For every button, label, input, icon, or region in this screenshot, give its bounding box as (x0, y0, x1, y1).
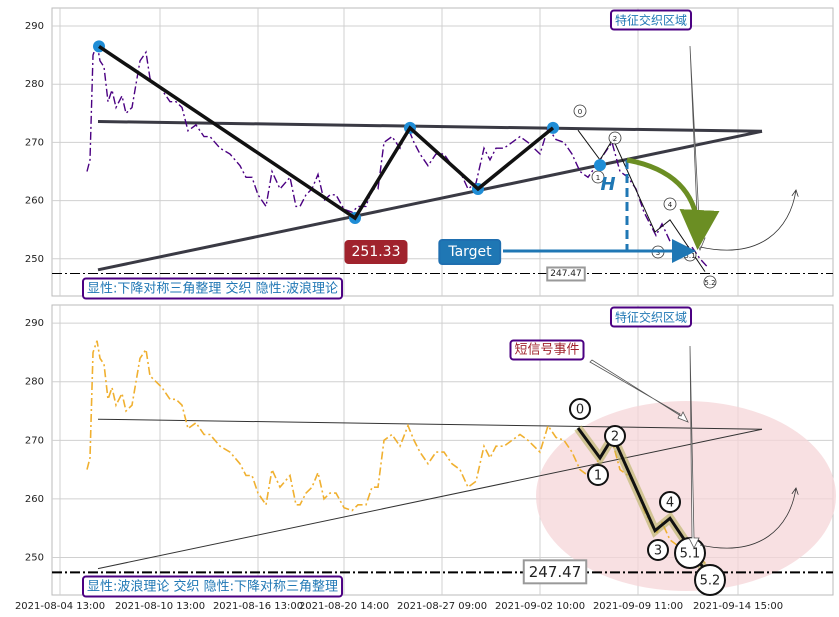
wave-marker (663, 197, 677, 211)
wave-label: 4 (668, 201, 673, 209)
label-box (546, 266, 586, 282)
x-tick-label: 2021-09-14 15:00 (693, 601, 783, 612)
wave-label: 4 (666, 496, 674, 511)
event-label: 短信号事件 (514, 343, 579, 358)
height-label: H (600, 174, 615, 195)
pointer-arrow (688, 345, 700, 549)
wave-label: 5.2 (700, 574, 721, 589)
price-label: 251.33 (352, 244, 401, 260)
y-tick-label: 250 (25, 553, 44, 564)
wave-marker (587, 464, 609, 486)
level-label: 247.47 (550, 269, 582, 279)
zone-label: 特征交织区域 (615, 310, 687, 325)
x-tick-label: 2021-08-16 13:00 (213, 601, 303, 612)
wave-marker (647, 539, 669, 561)
wave-line (576, 427, 707, 572)
wave-label: 0 (576, 403, 584, 418)
wave-line (577, 129, 706, 272)
zone-label: 特征交织区域 (615, 13, 687, 28)
event-arrow (589, 359, 689, 423)
wave-marker (591, 170, 605, 184)
pattern-line (98, 44, 555, 221)
y-tick-label: 250 (25, 254, 44, 265)
label-box (438, 239, 502, 265)
price-line (86, 340, 709, 567)
label-box (344, 240, 408, 264)
label-box (609, 306, 693, 328)
label-box (609, 9, 693, 31)
x-tick-label: 2021-08-04 13:00 (15, 601, 105, 612)
wave-label: 1 (594, 469, 602, 484)
trend-line (97, 120, 763, 133)
wave-marker (569, 398, 591, 420)
x-tick-label: 2021-08-10 13:00 (115, 601, 205, 612)
green-arc (626, 157, 720, 250)
wave-label: 3 (656, 249, 660, 257)
pivot-point (594, 159, 606, 172)
y-tick-label: 290 (25, 318, 44, 329)
y-tick-label: 280 (25, 79, 44, 90)
y-tick-label: 260 (25, 196, 44, 207)
y-tick-label: 290 (25, 21, 44, 32)
label-box (509, 339, 585, 361)
wave-label: 5.1 (680, 547, 701, 562)
curve-arrow (699, 488, 796, 549)
wave-marker (608, 131, 622, 145)
label-box (82, 575, 344, 598)
x-tick-label: 2021-09-09 11:00 (593, 601, 683, 612)
y-tick-label: 260 (25, 494, 44, 505)
caption: 显性:下降对称三角整理 交织 隐性:波浪理论 (87, 281, 338, 297)
x-tick-label: 2021-09-02 10:00 (495, 601, 585, 612)
wave-marker (604, 425, 626, 447)
y-tick-label: 280 (25, 377, 44, 388)
wave-label: 2 (611, 430, 619, 445)
x-tick-label: 2021-08-20 14:00 (299, 601, 389, 612)
trend-line (97, 418, 763, 430)
y-tick-label: 270 (25, 137, 44, 148)
wave-label: 5.2 (704, 279, 715, 287)
target-label: Target (447, 244, 492, 260)
y-tick-label: 270 (25, 435, 44, 446)
wave-label: 5.1 (684, 252, 695, 260)
label-box (522, 559, 588, 585)
wave-marker (694, 564, 726, 596)
wave-label: 3 (654, 544, 662, 559)
wave-label: 2 (613, 135, 617, 143)
caption: 显性:波浪理论 交织 隐性:下降对称三角整理 (87, 579, 338, 595)
wave-label: 0 (578, 108, 582, 116)
label-box (82, 277, 344, 300)
level-label: 247.47 (529, 563, 582, 581)
wave-marker (703, 275, 717, 289)
wave-label: 1 (596, 174, 600, 182)
wave-marker (659, 491, 681, 513)
trend-line (97, 428, 763, 570)
wave-marker (573, 104, 587, 118)
x-tick-label: 2021-08-27 09:00 (397, 601, 487, 612)
trend-line (97, 129, 763, 272)
